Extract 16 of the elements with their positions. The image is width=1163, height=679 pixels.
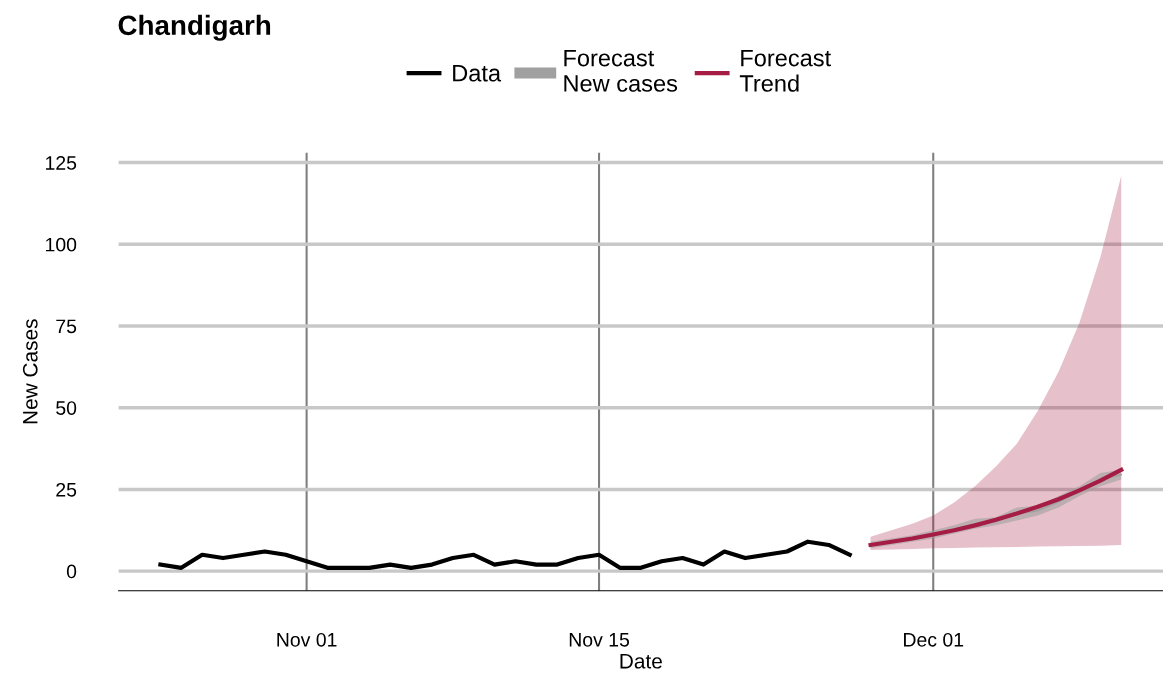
chart-title: Chandigarh [118, 14, 271, 41]
x-tick-label: Nov 01 [277, 632, 337, 647]
y-tick-label: 75 [56, 319, 77, 334]
y-tick-label: 0 [66, 564, 77, 579]
y-tick-label: 125 [46, 156, 77, 170]
line-series [158, 539, 852, 570]
legend-label: Forecast New cases [564, 49, 678, 92]
x-axis-title: Date [620, 654, 662, 669]
x-tick-label: Nov 15 [569, 633, 630, 647]
y-tick-label: 100 [46, 237, 77, 252]
legend-label: Forecast Trend [739, 49, 831, 92]
y-tick-label: 50 [56, 401, 77, 415]
y-axis-title: New Cases [22, 319, 38, 424]
y-tick-label: 25 [56, 482, 77, 497]
x-tick-label: Dec 01 [904, 632, 964, 647]
legend-label: Data [453, 65, 502, 82]
